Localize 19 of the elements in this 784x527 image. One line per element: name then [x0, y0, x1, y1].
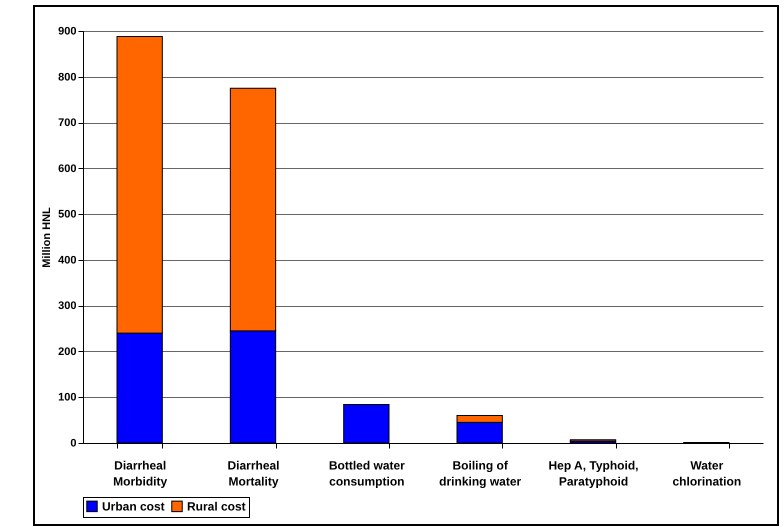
- legend-label: Rural cost: [187, 499, 246, 514]
- y-tick-label: 900: [58, 26, 76, 38]
- x-tick-label: Bottled water consumption: [328, 458, 406, 488]
- y-axis-title: Million HNL: [41, 206, 54, 268]
- x-tick-label: Hep A, Typhoid, Paratyphoid: [548, 458, 638, 488]
- x-tick-label: Water chlorination: [672, 458, 742, 488]
- y-tick-label: 0: [70, 438, 76, 450]
- y-tick-label: 400: [58, 254, 76, 266]
- y-tick-label: 200: [58, 346, 76, 358]
- x-tick-label: Diarrheal Morbidity: [113, 458, 168, 488]
- y-tick-label: 800: [58, 71, 76, 84]
- y-tick-label: 700: [58, 117, 76, 130]
- y-tick-label: 100: [58, 392, 76, 404]
- y-tick-label: 300: [58, 300, 76, 312]
- y-tick-label: 500: [58, 208, 76, 221]
- x-tick-label: Boiling of drinking water: [439, 458, 522, 488]
- x-tick-label: Diarrheal Mortality: [227, 458, 280, 488]
- y-tick-label: 600: [58, 162, 76, 175]
- legend-label: Urban cost: [102, 499, 165, 514]
